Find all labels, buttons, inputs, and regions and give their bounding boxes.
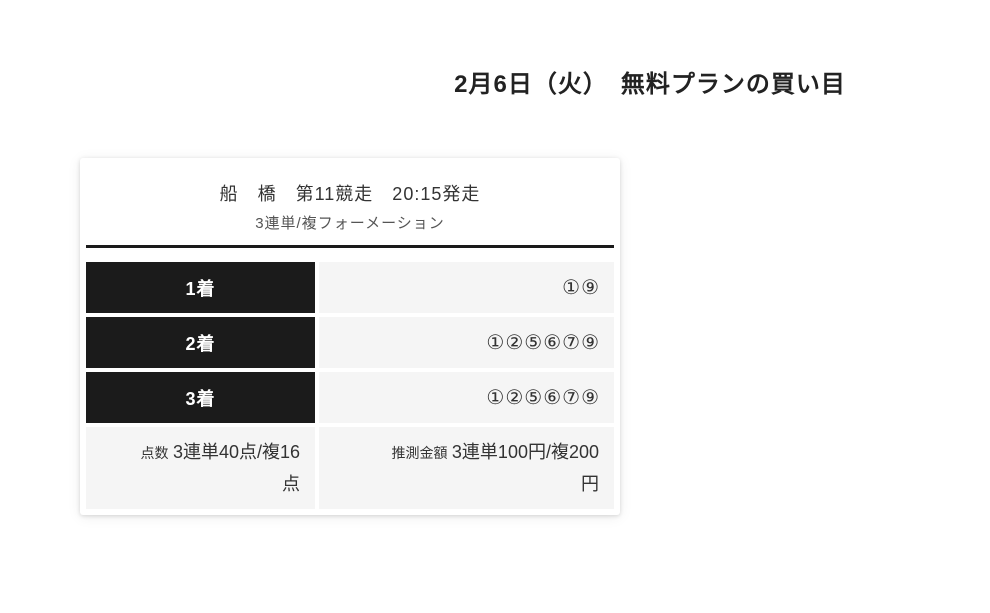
points-label: 点数 — [140, 445, 169, 461]
page-title: 2月6日（火） 無料プランの買い目 — [454, 71, 846, 98]
place-label-3rd: 3着 — [86, 372, 315, 423]
points-cell: 点数 3連単40点/複16点 — [86, 427, 315, 509]
header-divider — [86, 245, 614, 248]
estimated-amount-value: 3連単100円/複200円 — [451, 442, 599, 494]
place-label-2nd: 2着 — [86, 317, 315, 368]
bet-rows: 1着 ①⑨ 2着 ①②⑤⑥⑦⑨ 3着 ①②⑤⑥⑦⑨ — [86, 262, 614, 423]
bet-type-label: 3連単/複フォーメーション — [255, 215, 445, 232]
race-title: 船 橋 第11競走 20:15発走 — [219, 184, 481, 204]
bet-card: 船 橋 第11競走 20:15発走 3連単/複フォーメーション 1着 ①⑨ 2着… — [80, 158, 620, 515]
entry-numbers-3rd: ①②⑤⑥⑦⑨ — [319, 372, 614, 423]
entry-numbers-2nd: ①②⑤⑥⑦⑨ — [319, 317, 614, 368]
bet-row-1st: 1着 ①⑨ — [86, 262, 614, 313]
estimated-amount-label: 推測金額 — [391, 445, 448, 461]
points-value: 3連単40点/複16点 — [172, 442, 300, 494]
place-label-1st: 1着 — [86, 262, 315, 313]
card-header: 船 橋 第11競走 20:15発走 3連単/複フォーメーション — [86, 164, 614, 234]
estimated-amount-cell: 推測金額 3連単100円/複200円 — [319, 427, 614, 509]
bet-row-3rd: 3着 ①②⑤⑥⑦⑨ — [86, 372, 614, 423]
bet-row-2nd: 2着 ①②⑤⑥⑦⑨ — [86, 317, 614, 368]
summary-row: 点数 3連単40点/複16点 推測金額 3連単100円/複200円 — [86, 427, 614, 509]
entry-numbers-1st: ①⑨ — [319, 262, 614, 313]
